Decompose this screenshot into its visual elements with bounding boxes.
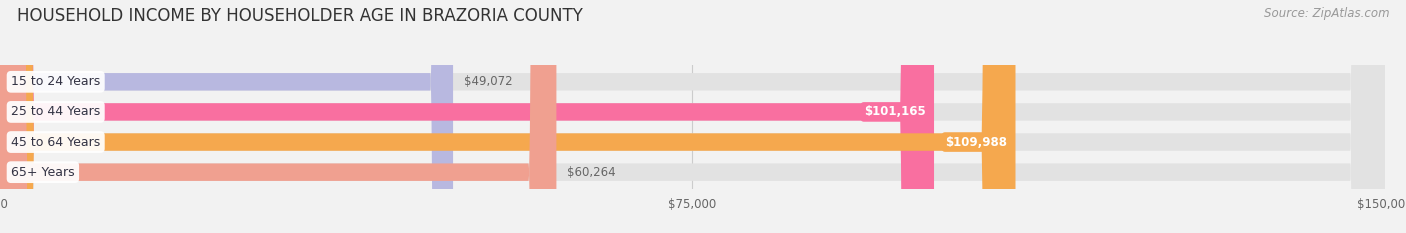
Text: Source: ZipAtlas.com: Source: ZipAtlas.com (1264, 7, 1389, 20)
Text: HOUSEHOLD INCOME BY HOUSEHOLDER AGE IN BRAZORIA COUNTY: HOUSEHOLD INCOME BY HOUSEHOLDER AGE IN B… (17, 7, 582, 25)
Text: $49,072: $49,072 (464, 75, 513, 88)
Text: $101,165: $101,165 (863, 105, 925, 118)
Text: 25 to 44 Years: 25 to 44 Years (11, 105, 100, 118)
FancyBboxPatch shape (0, 0, 934, 233)
Text: 15 to 24 Years: 15 to 24 Years (11, 75, 100, 88)
Text: $109,988: $109,988 (945, 136, 1007, 149)
FancyBboxPatch shape (0, 0, 1015, 233)
Text: 45 to 64 Years: 45 to 64 Years (11, 136, 100, 149)
FancyBboxPatch shape (0, 0, 453, 233)
Text: $60,264: $60,264 (568, 166, 616, 179)
FancyBboxPatch shape (0, 0, 557, 233)
Text: 65+ Years: 65+ Years (11, 166, 75, 179)
